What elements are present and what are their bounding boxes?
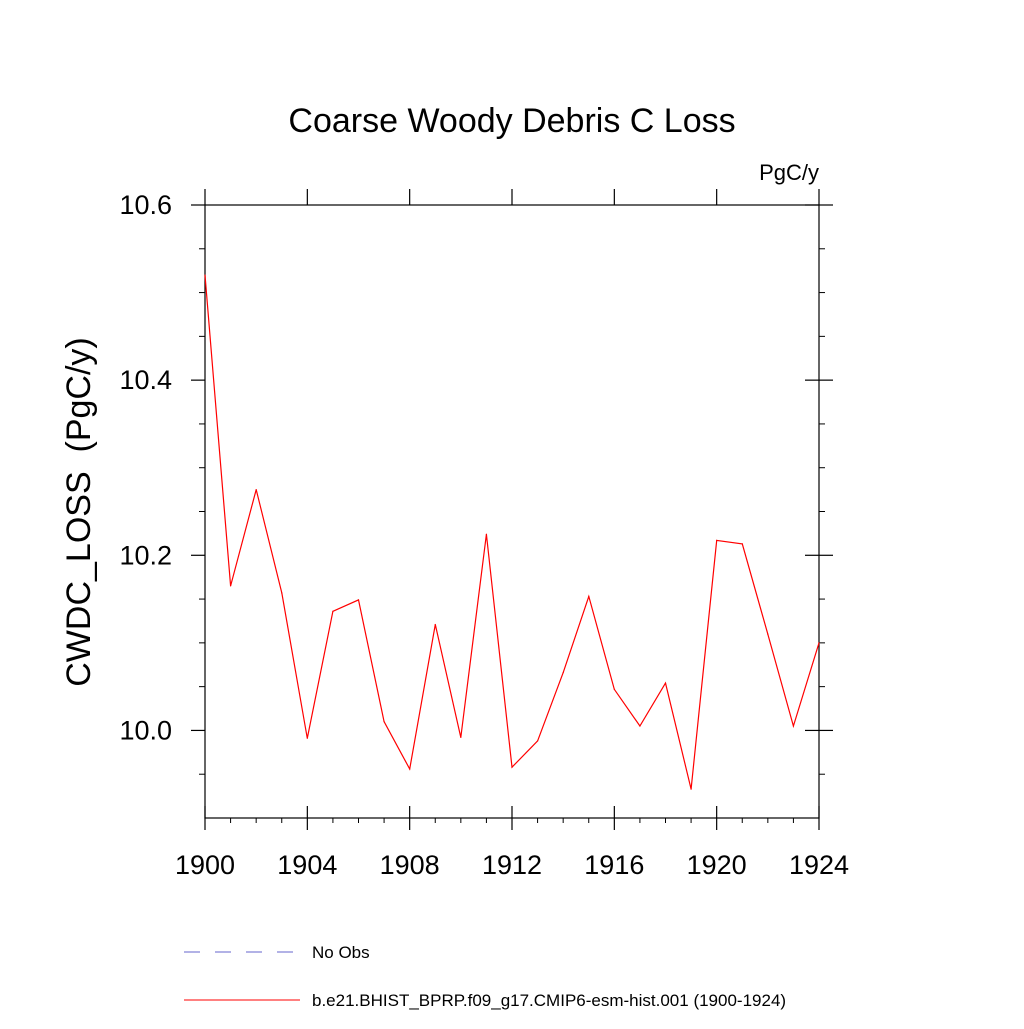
x-tick-label: 1924 <box>789 850 849 880</box>
y-tick-label: 10.6 <box>119 190 172 220</box>
data-point <box>383 721 385 723</box>
y-tick-label: 10.4 <box>119 365 172 395</box>
data-point <box>716 539 718 541</box>
data-point <box>485 533 488 535</box>
x-tick-label: 1920 <box>687 850 747 880</box>
data-point <box>434 623 436 626</box>
data-point <box>255 489 257 491</box>
data-point <box>460 736 462 739</box>
legend-label: b.e21.BHIST_BPRP.f09_g17.CMIP6-esm-hist.… <box>312 991 786 1010</box>
x-tick-label: 1916 <box>584 850 644 880</box>
data-point <box>357 599 360 601</box>
plot-frame <box>204 204 820 819</box>
data-point <box>741 543 743 545</box>
data-point <box>562 672 564 674</box>
y-axis-label: CWDC_LOSS (PgC/y) <box>60 337 98 687</box>
data-point <box>536 740 539 742</box>
data-point <box>229 585 232 587</box>
legend: No Obs b.e21.BHIST_BPRP.f09_g17.CMIP6-esm… <box>184 943 786 1010</box>
data-point <box>767 633 769 635</box>
x-tick-label: 1904 <box>277 850 337 880</box>
data-point <box>588 595 590 598</box>
x-tick-label: 1900 <box>175 850 235 880</box>
units-label: PgC/y <box>759 160 819 185</box>
series-line <box>204 275 820 790</box>
chart-title: Coarse Woody Debris C Loss <box>288 102 735 140</box>
data-point <box>306 737 308 739</box>
data-point <box>664 682 667 684</box>
data-point <box>332 610 334 612</box>
y-tick-label: 10.2 <box>119 540 172 570</box>
data-point <box>818 642 820 644</box>
data-point <box>639 725 641 727</box>
data-point <box>281 592 283 594</box>
x-tick-label: 1908 <box>380 850 440 880</box>
y-tick-label: 10.0 <box>119 715 172 745</box>
data-point <box>690 788 692 790</box>
data-point <box>409 768 411 770</box>
axes-layer: 1900 1904 1908 1912 1916 1920 1924 10.0 10.2 10.4… <box>119 189 849 880</box>
data-point <box>511 766 513 768</box>
data-point <box>204 274 206 276</box>
legend-label: No Obs <box>312 943 370 962</box>
series-layer <box>204 274 820 790</box>
data-point <box>792 725 795 727</box>
data-point <box>613 688 615 690</box>
x-tick-label: 1912 <box>482 850 542 880</box>
